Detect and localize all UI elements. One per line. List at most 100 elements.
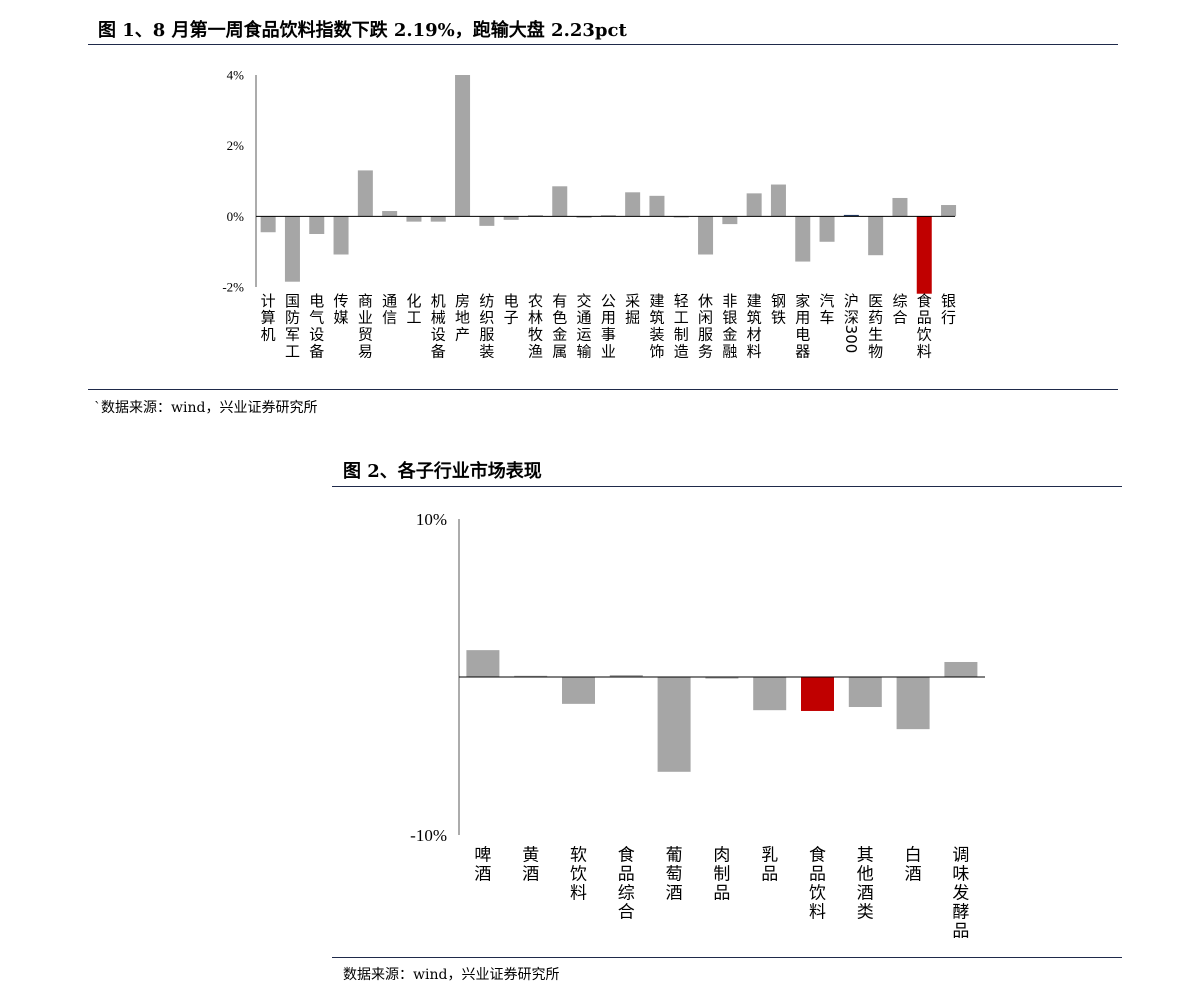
svg-text:信: 信 (382, 309, 397, 327)
chart1-category-label: 钢铁 (771, 292, 786, 327)
svg-text:味: 味 (952, 864, 969, 884)
svg-text:综: 综 (618, 884, 635, 904)
chart1-bar (941, 205, 957, 217)
figure-2-source: 数据来源：wind，兴业证券研究所 (343, 967, 560, 983)
chart1-bar (819, 216, 835, 242)
svg-text:料: 料 (747, 343, 762, 361)
svg-text:子: 子 (504, 309, 519, 327)
svg-text:医: 医 (868, 292, 883, 310)
svg-text:钢: 钢 (771, 292, 786, 310)
svg-text:深: 深 (844, 309, 859, 327)
svg-text:铁: 铁 (771, 309, 786, 327)
svg-text:食: 食 (618, 845, 635, 865)
chart2-bar (609, 675, 643, 677)
svg-text:服: 服 (479, 326, 494, 344)
figure-1-source: `数据来源：wind，兴业证券研究所 (94, 400, 318, 416)
svg-text:易: 易 (358, 343, 373, 361)
svg-text:饰: 饰 (649, 343, 664, 361)
chart1-bar (406, 216, 422, 222)
svg-text:非: 非 (722, 292, 737, 310)
svg-text:电: 电 (795, 326, 810, 344)
svg-text:料: 料 (809, 903, 826, 923)
svg-text:业: 业 (358, 309, 373, 327)
svg-text:媒: 媒 (334, 309, 349, 327)
svg-text:有: 有 (552, 292, 567, 310)
svg-text:传: 传 (334, 292, 349, 310)
svg-text:酒: 酒 (905, 864, 922, 884)
svg-text:化: 化 (406, 292, 421, 310)
svg-text:属: 属 (552, 343, 567, 361)
figure-1-bar-chart: 4%2%0%-2%计算机国防军工电气设备传媒商业贸易通信化工机械设备房地产纺织服… (222, 68, 957, 361)
chart1-bar (455, 75, 471, 217)
figure-1-bottom-rule (88, 389, 1118, 390)
svg-text:品: 品 (809, 864, 826, 884)
chart1-y-tick-label: -2% (222, 280, 244, 295)
svg-text:林: 林 (528, 309, 543, 327)
svg-text:交: 交 (577, 292, 592, 310)
svg-text:食: 食 (917, 292, 932, 310)
svg-text:酵: 酵 (952, 903, 969, 923)
svg-text:筑: 筑 (747, 309, 762, 327)
chart2-bar (896, 677, 930, 730)
svg-text:闲: 闲 (698, 309, 713, 327)
chart2-bar (562, 677, 595, 704)
svg-text:品: 品 (761, 864, 778, 884)
chart1-y-tick-label: 2% (227, 138, 245, 153)
svg-text:织: 织 (479, 309, 494, 327)
svg-text:务: 务 (698, 343, 713, 361)
svg-text:牧: 牧 (528, 326, 543, 344)
svg-text:造: 造 (674, 343, 689, 361)
svg-text:材: 材 (747, 326, 762, 344)
chart1-bar (722, 216, 738, 225)
svg-text:用: 用 (795, 309, 810, 327)
svg-text:产: 产 (455, 326, 470, 344)
svg-text:他: 他 (857, 864, 874, 884)
svg-text:银: 银 (722, 309, 737, 327)
chart1-bar (770, 184, 786, 217)
chart2-category-label: 白酒 (905, 845, 922, 884)
svg-text:工: 工 (406, 309, 421, 327)
svg-text:合: 合 (618, 903, 635, 923)
svg-text:料: 料 (570, 884, 587, 904)
figure-2-bottom-rule (332, 957, 1122, 958)
chart1-category-label: 通信 (382, 292, 397, 327)
svg-text:软: 软 (570, 845, 587, 865)
svg-text:器: 器 (795, 343, 810, 361)
chart1-bar (673, 216, 689, 218)
svg-text:装: 装 (649, 326, 664, 344)
svg-text:建: 建 (649, 292, 664, 310)
chart1-category-label: 综合 (892, 292, 907, 327)
chart2-bar (801, 677, 834, 711)
chart2-category-label: 黄酒 (522, 845, 539, 884)
svg-text:服: 服 (698, 326, 713, 344)
svg-text:家: 家 (795, 292, 810, 310)
chart1-bar (552, 186, 568, 217)
svg-text:调: 调 (952, 845, 969, 865)
svg-text:色: 色 (552, 309, 567, 327)
svg-text:食: 食 (809, 845, 826, 865)
chart1-category-label: 计算机 (261, 292, 276, 344)
chart1-bar (868, 216, 884, 256)
svg-text:工: 工 (674, 309, 689, 327)
svg-text:品: 品 (713, 884, 730, 904)
svg-text:沪: 沪 (844, 292, 859, 310)
svg-text:电: 电 (309, 292, 324, 310)
chart1-category-label: 传媒 (334, 292, 349, 327)
svg-text:公: 公 (601, 292, 616, 310)
svg-text:轻: 轻 (674, 292, 689, 310)
svg-text:输: 输 (577, 343, 592, 361)
svg-text:金: 金 (722, 326, 737, 344)
svg-text:饮: 饮 (917, 326, 932, 344)
chart1-bar (625, 192, 641, 217)
figure-2-title: 图 2、各子行业市场表现 (343, 461, 542, 482)
svg-text:合: 合 (892, 309, 907, 327)
svg-text:饮: 饮 (809, 884, 826, 904)
svg-text:通: 通 (577, 309, 592, 327)
chart1-bar (600, 215, 616, 217)
